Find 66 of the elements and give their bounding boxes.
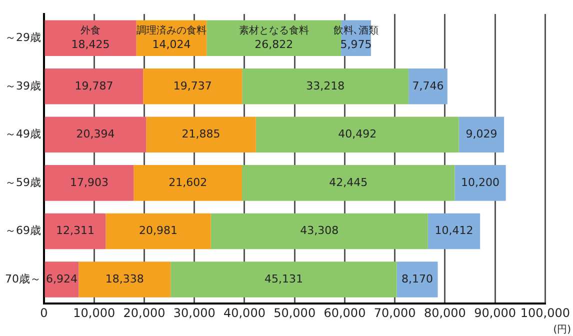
bar <box>146 116 256 153</box>
bar <box>454 165 506 201</box>
x-tick-label: 10,000 <box>73 306 116 320</box>
data-label: 21,602 <box>168 176 208 189</box>
x-tick-label: 20,000 <box>123 306 166 320</box>
bar <box>408 68 448 104</box>
data-label: 14,024 <box>152 38 191 51</box>
y-tick-label: ～39歳 <box>4 79 41 92</box>
data-label: 10,200 <box>461 176 500 189</box>
data-label: 10,412 <box>434 224 474 238</box>
x-tick-label: 60,000 <box>324 306 366 320</box>
x-axis-title: (円) <box>553 324 572 336</box>
bar <box>44 116 146 153</box>
y-tick-label: ～49歳 <box>4 128 41 141</box>
data-label: 19,787 <box>74 79 114 92</box>
data-label: 6,924 <box>46 272 78 286</box>
bar <box>44 20 136 56</box>
bar <box>44 262 79 298</box>
data-label: 19,737 <box>173 79 212 92</box>
x-tick-label: 30,000 <box>173 306 216 320</box>
x-tick-label: 50,000 <box>274 306 316 320</box>
bar <box>134 165 242 201</box>
y-tick-label: ～29歳 <box>4 30 41 44</box>
data-label: 42,445 <box>329 176 368 189</box>
data-label: 5,975 <box>340 38 372 51</box>
data-label: 20,981 <box>139 224 178 238</box>
x-tick-label: 100,000 <box>520 306 570 320</box>
data-label: 45,131 <box>264 272 303 286</box>
bar <box>44 165 134 201</box>
bar <box>242 68 409 104</box>
x-tick-label: 70,000 <box>374 306 416 320</box>
bar <box>428 213 480 250</box>
data-label: 26,822 <box>254 38 294 51</box>
bar <box>256 116 459 153</box>
data-label: 7,746 <box>412 79 444 92</box>
y-tick-label: 70歳～ <box>4 272 41 286</box>
data-label: 8,170 <box>402 272 434 286</box>
data-label: 33,218 <box>306 79 345 92</box>
bar <box>396 262 438 298</box>
bar <box>44 68 144 104</box>
x-tick-label: 40,000 <box>223 306 266 320</box>
x-tick-label: 90,000 <box>474 306 516 320</box>
data-label: 18,425 <box>71 38 110 51</box>
bar <box>106 213 211 250</box>
bar <box>210 213 428 250</box>
x-tick-label: 80,000 <box>424 306 466 320</box>
data-label: 21,885 <box>182 128 220 141</box>
bar <box>78 262 171 298</box>
data-label: 20,394 <box>76 128 115 141</box>
data-label: 9,029 <box>466 128 498 141</box>
data-label: 12,311 <box>56 224 94 238</box>
data-label: 17,903 <box>70 176 108 189</box>
bar <box>170 262 397 298</box>
bar <box>458 116 504 153</box>
bar <box>143 68 242 104</box>
series-label: 調理済みの食料 <box>136 24 206 37</box>
y-tick-label: ～59歳 <box>4 176 41 189</box>
y-tick-label: ～69歳 <box>4 224 41 238</box>
bar <box>242 165 455 201</box>
data-label: 18,338 <box>105 272 144 286</box>
series-label: 素材となる食料 <box>238 24 309 37</box>
data-label: 40,492 <box>338 128 377 141</box>
bar <box>44 213 106 250</box>
x-tick-label: 0 <box>40 306 48 320</box>
data-label: 43,308 <box>300 224 339 238</box>
series-label: 外食 <box>80 24 101 37</box>
